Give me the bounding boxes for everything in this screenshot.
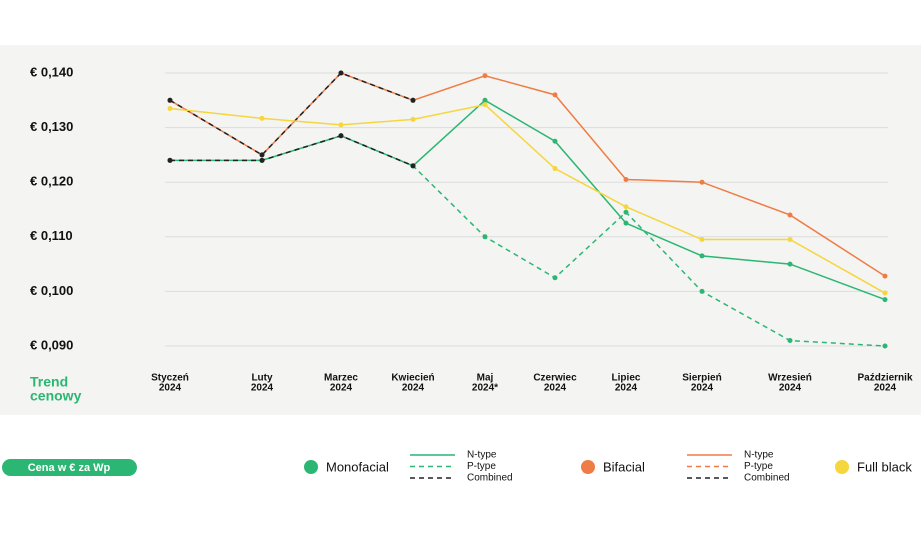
data-point	[259, 115, 265, 121]
data-point	[699, 288, 705, 294]
data-point	[787, 212, 793, 218]
data-point	[623, 204, 629, 210]
series-line	[170, 134, 414, 167]
legend-group: Full black	[857, 459, 912, 474]
x-tick-label: Sierpień	[682, 373, 721, 384]
data-point	[699, 253, 705, 259]
data-point	[623, 209, 629, 215]
y-tick-label: € 0,120	[30, 174, 73, 189]
data-point	[552, 138, 558, 144]
series-line	[170, 99, 886, 301]
legend-label: N-type	[744, 450, 774, 461]
x-tick-label: Maj	[477, 373, 494, 384]
data-point	[699, 237, 705, 243]
x-tick-label: 2024	[330, 383, 353, 394]
x-tick-label: Październik	[857, 373, 912, 384]
data-point	[482, 73, 488, 79]
data-point	[882, 297, 888, 303]
legend-group: Monofacial	[326, 459, 389, 474]
data-point	[482, 234, 488, 240]
data-point	[787, 237, 793, 243]
data-point	[167, 97, 173, 103]
data-point	[338, 70, 344, 76]
legend-group: Bifacial	[603, 459, 645, 474]
x-tick-label: 2024	[402, 383, 425, 394]
x-tick-label: Marzec	[324, 373, 358, 384]
data-point	[699, 179, 705, 185]
x-tick-label: Czerwiec	[533, 373, 577, 384]
data-point	[410, 163, 416, 169]
series-line	[169, 103, 886, 294]
data-point	[882, 343, 888, 349]
data-point	[882, 273, 888, 279]
data-point	[167, 157, 173, 163]
chart-panel	[0, 45, 921, 415]
data-point	[167, 105, 173, 111]
x-tick-label: 2024	[691, 383, 714, 394]
x-axis-label: cenowy	[30, 388, 82, 404]
y-tick-label: € 0,100	[30, 283, 73, 298]
data-point	[338, 122, 344, 128]
y-tick-label: € 0,130	[30, 119, 73, 134]
x-tick-label: Wrzesień	[768, 373, 812, 384]
data-point	[552, 166, 558, 172]
x-tick-label: Kwiecień	[391, 373, 434, 384]
data-point	[482, 102, 488, 108]
y-tick-label: € 0,140	[30, 64, 73, 79]
badge	[2, 459, 137, 476]
data-point	[882, 290, 888, 296]
x-tick-label: 2024	[779, 383, 802, 394]
x-axis-label: Trend	[30, 374, 68, 390]
legend-marker	[581, 460, 595, 474]
x-tick-label: 2024*	[472, 383, 498, 394]
data-point	[787, 338, 793, 344]
x-tick-label: 2024	[251, 383, 274, 394]
legend-marker	[304, 460, 318, 474]
legend-marker	[835, 460, 849, 474]
legend-label: P-type	[467, 461, 496, 472]
data-point	[338, 133, 344, 139]
legend-label: Combined	[467, 473, 513, 484]
legend-label: P-type	[744, 461, 773, 472]
data-point	[410, 116, 416, 122]
data-point	[410, 97, 416, 103]
data-point	[482, 97, 488, 103]
x-tick-label: Styczeń	[151, 373, 189, 384]
x-tick-label: 2024	[615, 383, 638, 394]
x-tick-label: 2024	[874, 383, 897, 394]
data-point	[623, 176, 629, 182]
series-line	[169, 72, 414, 156]
data-point	[787, 261, 793, 267]
x-tick-label: 2024	[544, 383, 567, 394]
x-tick-label: Lipiec	[612, 373, 641, 384]
data-point	[623, 220, 629, 226]
x-tick-label: 2024	[159, 383, 182, 394]
badge-text: Cena w € za Wp	[28, 462, 111, 474]
data-point	[259, 152, 265, 158]
y-tick-label: € 0,090	[30, 337, 73, 352]
y-tick-label: € 0,110	[30, 228, 73, 243]
data-point	[552, 275, 558, 281]
data-point	[259, 157, 265, 163]
x-tick-label: Luty	[251, 373, 273, 384]
legend-label: N-type	[467, 450, 497, 461]
legend-label: Combined	[744, 473, 790, 484]
data-point	[552, 92, 558, 98]
